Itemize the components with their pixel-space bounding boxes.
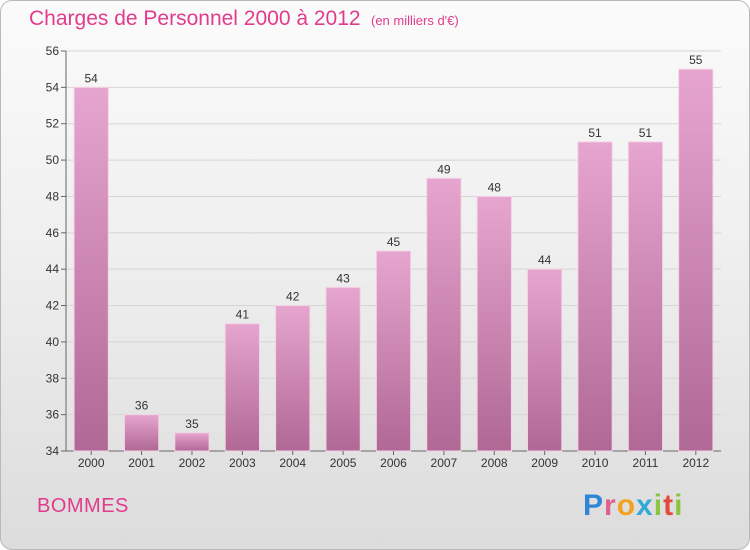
- x-tick-label: 2009: [531, 456, 558, 470]
- x-tick-label: 2001: [128, 456, 155, 470]
- x-tick-label: 2002: [179, 456, 206, 470]
- x-tick-label: 2008: [481, 456, 508, 470]
- y-tick-label: 56: [46, 44, 60, 58]
- y-tick-label: 52: [46, 117, 60, 131]
- chart-subtitle: (en milliers d'€): [371, 13, 459, 28]
- y-tick-label: 42: [46, 299, 60, 313]
- y-tick-label: 50: [46, 153, 60, 167]
- y-tick-label: 34: [46, 444, 60, 458]
- x-tick-label: 2011: [633, 456, 659, 470]
- bar: [123, 414, 160, 452]
- city-name: BOMMES: [37, 495, 129, 517]
- data-label: 55: [689, 53, 703, 67]
- data-label: 54: [85, 71, 99, 85]
- y-tick-label: 46: [46, 226, 60, 240]
- bar: [527, 268, 563, 452]
- y-tick-label: 44: [46, 262, 60, 276]
- data-label: 48: [488, 180, 502, 194]
- bar: [325, 286, 361, 452]
- y-tick-label: 38: [46, 371, 60, 385]
- data-label: 51: [588, 126, 602, 140]
- x-tick-label: 2006: [380, 456, 407, 470]
- y-tick-label: 54: [46, 80, 60, 94]
- bar: [73, 86, 109, 452]
- data-label: 44: [538, 253, 552, 267]
- x-tick-label: 2000: [78, 456, 105, 470]
- x-tick-label: 2005: [330, 456, 357, 470]
- data-label: 35: [185, 417, 199, 431]
- x-tick-label: 2012: [682, 456, 709, 470]
- data-label: 51: [639, 126, 653, 140]
- y-tick-label: 48: [46, 189, 60, 203]
- bar: [627, 141, 664, 452]
- bar: [375, 250, 412, 452]
- x-tick-label: 2004: [279, 456, 306, 470]
- data-label: 49: [437, 162, 451, 176]
- x-tick-label: 2007: [431, 456, 458, 470]
- bar: [678, 68, 714, 452]
- data-label: 42: [286, 290, 300, 304]
- data-label: 41: [236, 308, 250, 322]
- data-label: 45: [387, 235, 401, 249]
- x-tick-label: 2003: [229, 456, 256, 470]
- bar: [275, 305, 311, 452]
- bar: [224, 323, 260, 452]
- y-tick-label: 40: [46, 335, 60, 349]
- chart-title: Charges de Personnel 2000 à 2012: [29, 7, 361, 30]
- y-tick-label: 36: [46, 408, 60, 422]
- bar: [426, 177, 462, 452]
- data-label: 43: [336, 271, 350, 285]
- proxiti-logo: Proxiti: [583, 489, 684, 522]
- bar: [174, 432, 210, 452]
- bar: [577, 141, 613, 452]
- bar: [476, 195, 512, 452]
- x-tick-label: 2010: [582, 456, 609, 470]
- data-label: 36: [135, 399, 149, 413]
